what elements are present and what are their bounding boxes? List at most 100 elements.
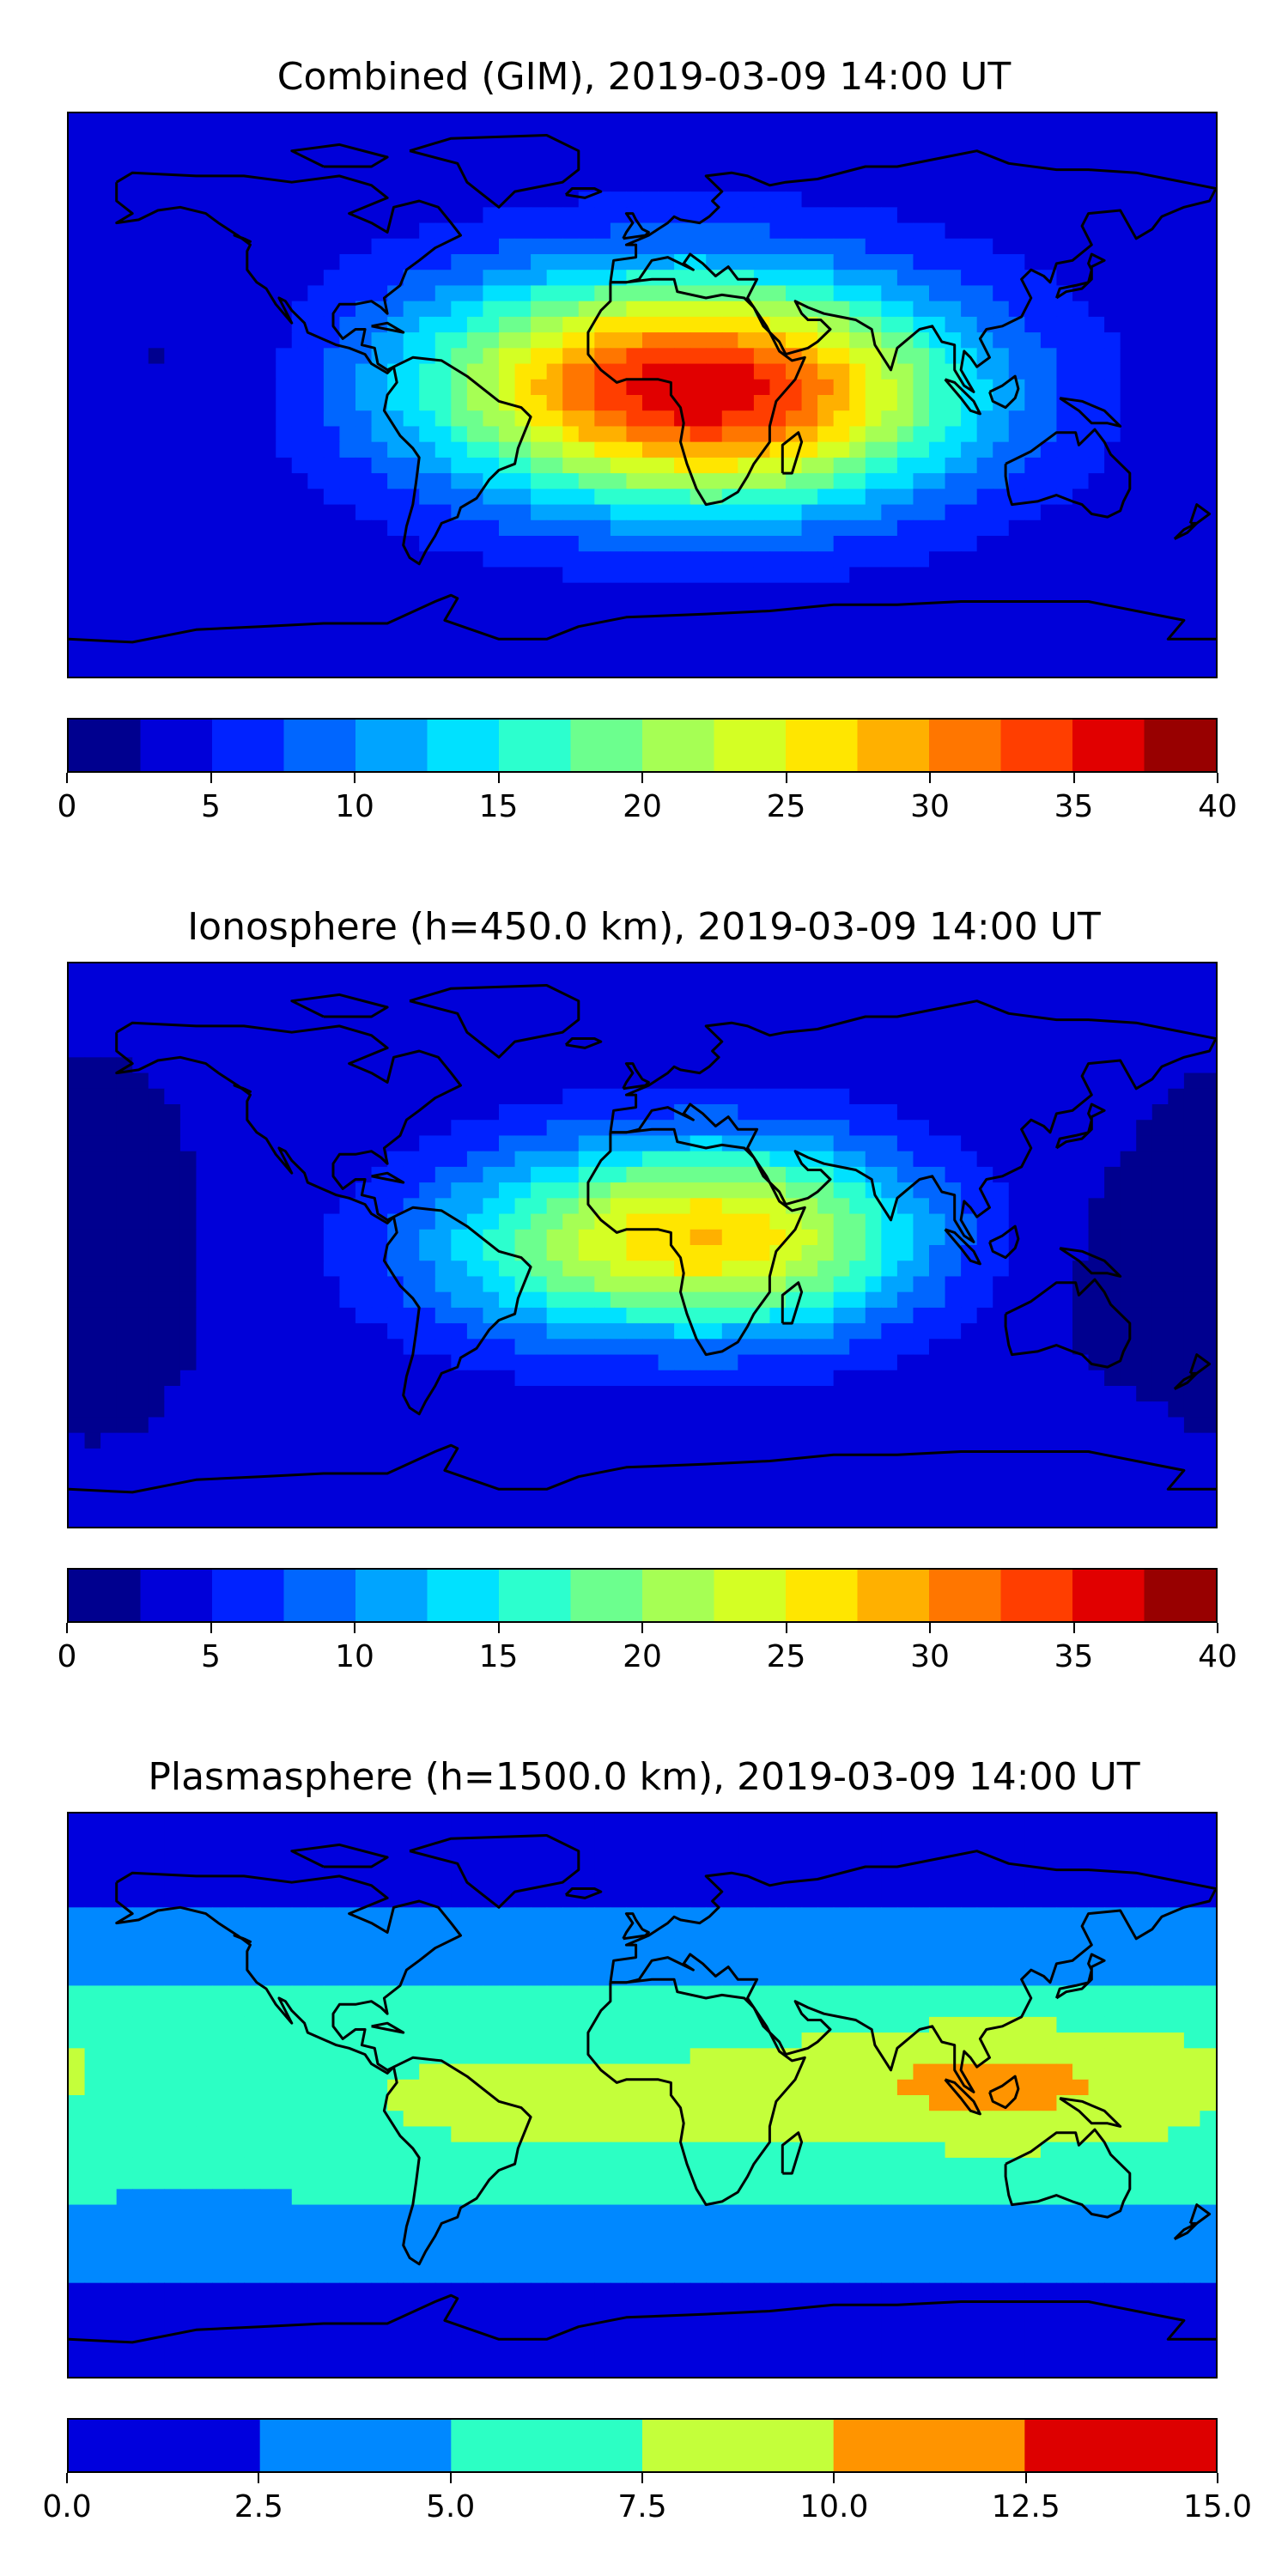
heatmap-cell [690,285,707,302]
heatmap-cell [658,1339,675,1356]
heatmap-cell [769,645,787,662]
heatmap-cell [132,379,149,396]
heatmap-cell [132,979,149,996]
heatmap-cell [786,175,803,192]
heatmap-cell [881,645,898,662]
heatmap-cell [626,1339,643,1356]
heatmap-cell [961,629,978,647]
coastline [564,187,603,199]
heatmap-cell [721,395,738,411]
heatmap-cell [339,504,356,521]
heatmap-cell [514,1417,532,1434]
heatmap-cell [84,994,101,1012]
heatmap-cell [132,1245,149,1261]
heatmap-cell [179,1213,197,1230]
heatmap-cell [690,175,707,192]
heatmap-cell [849,979,866,996]
heatmap-cell [1120,1354,1137,1371]
heatmap-cell [562,1432,580,1449]
heatmap-cell [706,1276,723,1293]
heatmap-cell [323,144,341,161]
heatmap-cell [913,536,930,552]
heatmap-cell [706,1151,723,1168]
heatmap-cell [451,113,468,130]
heatmap-cell [100,1432,118,1449]
heatmap-cell [164,410,181,428]
heatmap-cell [179,1245,197,1261]
heatmap-cell [179,1339,197,1356]
heatmap-cell [69,1042,86,1058]
heatmap-cell [276,222,293,240]
heatmap-cell [339,536,356,552]
heatmap-cell [451,175,468,192]
heatmap-cell [228,1370,245,1387]
heatmap-cell [100,645,118,662]
heatmap-cell [196,1072,213,1090]
heatmap-cell [642,1088,659,1105]
heatmap-cell [228,1432,245,1449]
heatmap-cell [339,379,356,396]
heatmap-cell [865,1025,882,1042]
heatmap-cell [738,1120,755,1137]
heatmap-cell [1104,1339,1121,1356]
heatmap-cell [244,1432,261,1449]
heatmap-cell [674,1010,691,1027]
heatmap-cell [403,1213,420,1230]
heatmap-cell [84,160,101,177]
heatmap-cell [403,629,420,647]
heatmap-cell [1056,1213,1073,1230]
heatmap-cell [578,1010,595,1027]
heatmap-cell [833,1042,850,1058]
heatmap-cell [1120,363,1137,380]
heatmap-cell [658,1261,675,1278]
heatmap-cell [1183,660,1201,677]
heatmap-cell [562,129,580,146]
heatmap-cell [69,191,86,208]
heatmap-cell [1168,473,1185,489]
heatmap-cell [753,129,771,146]
heatmap-cell [323,1245,341,1261]
heatmap-cell [738,1401,755,1419]
heatmap-cell [817,473,835,489]
heatmap-cell [578,1229,595,1246]
heatmap-cell [801,1198,818,1215]
heatmap-cell [753,1104,771,1121]
heatmap-cell [690,1276,707,1293]
heatmap-cell [562,441,580,459]
heatmap-cell [929,1057,946,1074]
heatmap-cell [817,129,835,146]
heatmap-cell [196,1354,213,1371]
heatmap-cell [562,1213,580,1230]
heatmap-cell [434,963,452,980]
heatmap-cell [1040,301,1058,318]
heatmap-cell [1104,1276,1121,1293]
heatmap-cell [531,660,548,677]
heatmap-cell [499,1057,516,1074]
heatmap-cell [753,1088,771,1105]
heatmap-cell [228,1135,245,1152]
heatmap-cell [514,207,532,224]
heatmap-cell [276,614,293,630]
heatmap-cell [244,316,261,333]
heatmap-cell [196,1166,213,1183]
heatmap-cell [976,1198,993,1215]
heatmap-cell [259,254,276,270]
heatmap-cell [817,614,835,630]
heatmap-cell [833,519,850,537]
heatmap-cell [849,332,866,349]
heatmap-cell [1056,363,1073,380]
heatmap-cell [212,254,229,270]
heatmap-cell [69,1057,86,1074]
heatmap-cell [323,129,341,146]
heatmap-cell [148,222,165,240]
heatmap-cell [1088,222,1105,240]
heatmap-cell [896,191,914,208]
heatmap-cell [323,363,341,380]
heatmap-cell [148,1401,165,1419]
heatmap-cell [976,1229,993,1246]
heatmap-cell [1056,645,1073,662]
heatmap-cell [817,1401,835,1419]
heatmap-cell [626,994,643,1012]
heatmap-cell [1120,222,1137,240]
heatmap-cell [594,1354,611,1371]
